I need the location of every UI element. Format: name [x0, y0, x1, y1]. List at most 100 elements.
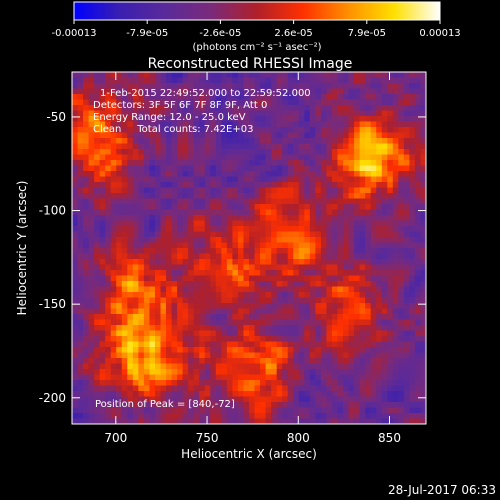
- heatmap-pixel: [348, 319, 355, 326]
- heatmap-pixel: [370, 413, 377, 420]
- heatmap-pixel: [298, 292, 305, 299]
- heatmap-pixel: [298, 116, 305, 123]
- heatmap-pixel: [315, 330, 322, 337]
- heatmap-pixel: [249, 248, 256, 255]
- heatmap-pixel: [287, 407, 294, 414]
- heatmap-pixel: [293, 165, 300, 172]
- heatmap-pixel: [365, 83, 372, 90]
- heatmap-pixel: [337, 165, 344, 172]
- heatmap-pixel: [138, 110, 145, 117]
- heatmap-pixel: [177, 160, 184, 167]
- x-tick-label: 850: [378, 431, 401, 445]
- heatmap-pixel: [110, 330, 117, 337]
- heatmap-pixel: [116, 176, 123, 183]
- heatmap-pixel: [265, 308, 272, 315]
- heatmap-pixel: [121, 330, 128, 337]
- heatmap-pixel: [232, 160, 239, 167]
- heatmap-pixel: [138, 259, 145, 266]
- heatmap-pixel: [243, 292, 250, 299]
- heatmap-pixel: [276, 132, 283, 139]
- heatmap-pixel: [226, 391, 234, 398]
- heatmap-pixel: [110, 358, 117, 365]
- heatmap-pixel: [420, 72, 426, 79]
- heatmap-pixel: [254, 242, 261, 249]
- heatmap-pixel: [215, 413, 222, 420]
- heatmap-pixel: [365, 165, 372, 172]
- heatmap-pixel: [121, 171, 128, 178]
- heatmap-pixel: [72, 286, 79, 293]
- heatmap-pixel: [237, 160, 245, 167]
- heatmap-pixel: [315, 402, 322, 409]
- heatmap-pixel: [381, 138, 388, 145]
- heatmap-pixel: [409, 226, 416, 233]
- heatmap-pixel: [199, 132, 206, 139]
- heatmap-pixel: [188, 341, 195, 348]
- heatmap-pixel: [287, 110, 294, 117]
- heatmap-pixel: [99, 176, 106, 183]
- heatmap-pixel: [414, 396, 422, 403]
- heatmap-pixel: [171, 242, 178, 249]
- heatmap-pixel: [110, 369, 117, 376]
- heatmap-pixel: [287, 226, 294, 233]
- heatmap-pixel: [132, 88, 139, 95]
- heatmap-pixel: [365, 402, 372, 409]
- heatmap-pixel: [182, 275, 189, 282]
- heatmap-pixel: [359, 292, 366, 299]
- heatmap-pixel: [420, 209, 426, 216]
- heatmap-pixel: [326, 325, 333, 332]
- heatmap-pixel: [276, 325, 283, 332]
- heatmap-pixel: [121, 402, 128, 409]
- heatmap-pixel: [387, 99, 394, 106]
- heatmap-pixel: [121, 116, 128, 123]
- heatmap-pixel: [88, 193, 95, 200]
- heatmap-pixel: [188, 391, 195, 398]
- heatmap-pixel: [420, 314, 426, 321]
- heatmap-pixel: [359, 407, 366, 414]
- heatmap-pixel: [188, 226, 195, 233]
- heatmap-pixel: [199, 259, 206, 266]
- heatmap-pixel: [265, 391, 272, 398]
- heatmap-pixel: [99, 143, 106, 150]
- heatmap-pixel: [309, 292, 316, 299]
- heatmap-pixel: [354, 127, 361, 134]
- heatmap-pixel: [359, 314, 366, 321]
- heatmap-pixel: [243, 413, 250, 420]
- heatmap-pixel: [149, 149, 156, 156]
- heatmap-pixel: [381, 418, 388, 424]
- heatmap-pixel: [343, 319, 350, 326]
- heatmap-pixel: [331, 413, 339, 420]
- heatmap-pixel: [132, 77, 139, 84]
- heatmap-pixel: [105, 99, 112, 106]
- heatmap-pixel: [160, 314, 167, 321]
- heatmap-pixel: [221, 259, 228, 266]
- heatmap-pixel: [94, 193, 101, 200]
- heatmap-pixel: [265, 292, 272, 299]
- heatmap-pixel: [381, 297, 388, 304]
- heatmap-pixel: [83, 402, 90, 409]
- heatmap-pixel: [94, 149, 101, 156]
- heatmap-pixel: [171, 77, 178, 84]
- heatmap-pixel: [249, 402, 256, 409]
- heatmap-pixel: [398, 402, 405, 409]
- heatmap-pixel: [116, 292, 123, 299]
- heatmap-pixel: [177, 264, 184, 271]
- heatmap-pixel: [232, 347, 239, 354]
- heatmap-pixel: [414, 319, 422, 326]
- heatmap-pixel: [204, 209, 211, 216]
- heatmap-pixel: [215, 308, 222, 315]
- heatmap-pixel: [282, 160, 289, 167]
- heatmap-pixel: [326, 270, 333, 277]
- heatmap-pixel: [204, 242, 211, 249]
- heatmap-pixel: [226, 132, 234, 139]
- heatmap-pixel: [160, 226, 167, 233]
- heatmap-pixel: [204, 314, 211, 321]
- heatmap-pixel: [232, 193, 239, 200]
- heatmap-pixel: [337, 182, 344, 189]
- heatmap-pixel: [370, 248, 377, 255]
- heatmap-pixel: [221, 160, 228, 167]
- heatmap-pixel: [326, 231, 333, 238]
- heatmap-pixel: [171, 253, 178, 260]
- heatmap-pixel: [221, 110, 228, 117]
- heatmap-pixel: [326, 358, 333, 365]
- heatmap-pixel: [232, 215, 239, 222]
